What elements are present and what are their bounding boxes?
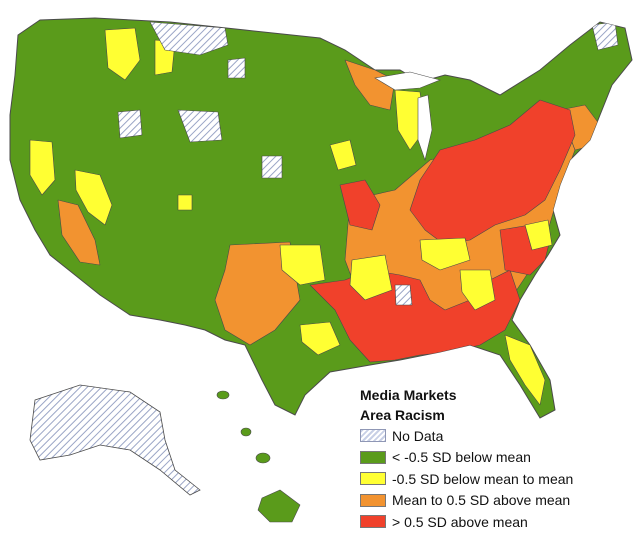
map-legend: Media Markets Area Racism No Data < -0.5… [360,385,630,533]
market-no-data-north-dakota [149,21,229,56]
legend-title-line2: Area Racism [360,407,445,423]
alaska-no-data [29,384,201,496]
market-no-data-nebraska [261,155,283,179]
market-virginia-yellow [524,219,553,251]
legend-item-no-data: No Data [360,425,630,447]
market-oklahoma-yellow [279,244,326,286]
green-swatch [360,450,386,464]
lake-superior [374,71,441,91]
lake-michigan [417,94,433,162]
hawaii [216,390,301,523]
orange-swatch [360,493,386,507]
market-kentucky-yellow [419,237,471,271]
market-idaho-yellow [104,27,141,81]
legend-label: < -0.5 SD below mean [392,449,531,466]
market-upper-midwest-orange [344,59,396,111]
market-arkansas-yellow [349,254,393,301]
market-northern-california-yellow [29,139,56,196]
legend-label: Mean to 0.5 SD above mean [392,492,571,509]
market-iowa-yellow [329,139,357,171]
legend-label: No Data [392,427,444,444]
market-california-orange [57,199,101,266]
no-data-swatch [360,429,386,443]
legend-item-high: > 0.5 SD above mean [360,511,630,533]
red-swatch [360,515,386,529]
market-no-data-wyoming [227,57,246,79]
market-no-data-mississippi [394,284,413,306]
market-texas-yellow [299,321,341,356]
market-ohio-valley-red [409,99,576,246]
yellow-swatch [360,472,386,486]
legend-item-low: < -0.5 SD below mean [360,447,630,469]
market-regions [29,21,619,406]
legend-title-line1: Media Markets [360,387,457,403]
market-florida-yellow [504,334,546,406]
market-illinois-red [339,179,381,231]
market-no-data-montana [177,109,223,143]
market-alabama-yellow [459,269,496,311]
market-nevada-yellow [74,169,113,226]
legend-item-below-mean: -0.5 SD below mean to mean [360,468,630,490]
market-michigan-yellow [394,89,426,151]
legend-label: > 0.5 SD above mean [392,513,528,530]
market-colorado-yellow [177,194,193,211]
legend-label: -0.5 SD below mean to mean [392,470,574,487]
market-no-data-idaho [117,109,143,139]
legend-item-above-mean: Mean to 0.5 SD above mean [360,490,630,512]
